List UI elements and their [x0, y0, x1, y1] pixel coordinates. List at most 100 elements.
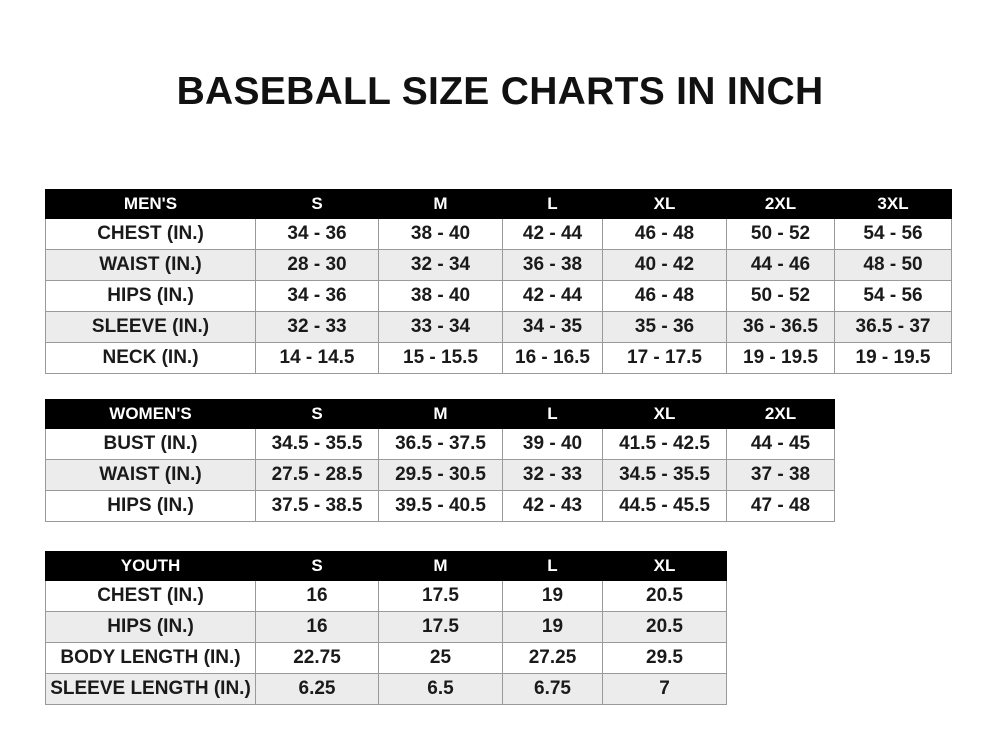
size-header: M — [378, 551, 503, 581]
size-value: 44.5 - 45.5 — [602, 490, 727, 522]
size-value: 34.5 - 35.5 — [602, 459, 727, 491]
size-value: 6.5 — [378, 673, 503, 705]
size-value: 34.5 - 35.5 — [255, 428, 379, 460]
size-header: 2XL — [726, 189, 835, 219]
size-value: 33 - 34 — [378, 311, 503, 343]
size-value: 46 - 48 — [602, 280, 727, 312]
size-value: 6.75 — [502, 673, 603, 705]
size-value: 15 - 15.5 — [378, 342, 503, 374]
size-value: 22.75 — [255, 642, 379, 674]
size-value: 25 — [378, 642, 503, 674]
size-header: S — [255, 551, 379, 581]
size-header: L — [502, 551, 603, 581]
size-value: 19 - 19.5 — [834, 342, 952, 374]
size-value: 36.5 - 37.5 — [378, 428, 503, 460]
size-value: 40 - 42 — [602, 249, 727, 281]
size-value: 42 - 44 — [502, 280, 603, 312]
measurement-label: WAIST (IN.) — [45, 249, 256, 281]
size-value: 20.5 — [602, 580, 727, 612]
size-value: 32 - 34 — [378, 249, 503, 281]
size-value: 44 - 46 — [726, 249, 835, 281]
size-header: L — [502, 189, 603, 219]
size-header: M — [378, 189, 503, 219]
category-header: YOUTH — [45, 551, 256, 581]
measurement-label: WAIST (IN.) — [45, 459, 256, 491]
size-value: 42 - 43 — [502, 490, 603, 522]
size-value: 39 - 40 — [502, 428, 603, 460]
size-value: 17.5 — [378, 611, 503, 643]
size-value: 36.5 - 37 — [834, 311, 952, 343]
size-value: 32 - 33 — [255, 311, 379, 343]
size-value: 19 — [502, 580, 603, 612]
size-header: M — [378, 399, 503, 429]
measurement-label: HIPS (IN.) — [45, 280, 256, 312]
table-row: NECK (IN.) 14 - 14.5 15 - 15.5 16 - 16.5 17 … — [45, 342, 952, 374]
header-row: WOMEN'S S M L XL 2XL — [45, 399, 835, 429]
size-value: 42 - 44 — [502, 218, 603, 250]
mens-size-table: MEN'S S M L XL 2XL 3XL CHEST (IN.) 34 - 36 38 - 4… — [45, 189, 952, 374]
size-value: 29.5 - 30.5 — [378, 459, 503, 491]
size-value: 36 - 36.5 — [726, 311, 835, 343]
size-header: XL — [602, 551, 727, 581]
measurement-label: NECK (IN.) — [45, 342, 256, 374]
size-value: 7 — [602, 673, 727, 705]
table-row: SLEEVE LENGTH (IN.) 6.25 6.5 6.75 7 — [45, 673, 727, 705]
size-value: 35 - 36 — [602, 311, 727, 343]
table-row: WAIST (IN.) 28 - 30 32 - 34 36 - 38 40 - 42 4… — [45, 249, 952, 281]
table-row: CHEST (IN.) 16 17.5 19 20.5 — [45, 580, 727, 612]
size-value: 27.5 - 28.5 — [255, 459, 379, 491]
womens-size-table: WOMEN'S S M L XL 2XL BUST (IN.) 34.5 - 35.5 36.5… — [45, 399, 835, 522]
table-row: WAIST (IN.) 27.5 - 28.5 29.5 - 30.5 32 - 33… — [45, 459, 835, 491]
youth-size-table: YOUTH S M L XL CHEST (IN.) 16 17.5 19 20.5 HIPS (I… — [45, 551, 727, 705]
measurement-label: CHEST (IN.) — [45, 218, 256, 250]
size-value: 50 - 52 — [726, 218, 835, 250]
measurement-label: HIPS (IN.) — [45, 490, 256, 522]
size-value: 17 - 17.5 — [602, 342, 727, 374]
size-value: 19 - 19.5 — [726, 342, 835, 374]
table-row: SLEEVE (IN.) 32 - 33 33 - 34 34 - 35 35 - 36… — [45, 311, 952, 343]
size-value: 47 - 48 — [726, 490, 835, 522]
measurement-label: BODY LENGTH (IN.) — [45, 642, 256, 674]
category-header: WOMEN'S — [45, 399, 256, 429]
category-header: MEN'S — [45, 189, 256, 219]
size-value: 28 - 30 — [255, 249, 379, 281]
size-value: 27.25 — [502, 642, 603, 674]
size-value: 37.5 - 38.5 — [255, 490, 379, 522]
table-row: HIPS (IN.) 16 17.5 19 20.5 — [45, 611, 727, 643]
measurement-label: BUST (IN.) — [45, 428, 256, 460]
page-title: BASEBALL SIZE CHARTS IN INCH — [176, 70, 824, 113]
measurement-label: HIPS (IN.) — [45, 611, 256, 643]
size-value: 38 - 40 — [378, 280, 503, 312]
size-value: 34 - 36 — [255, 218, 379, 250]
table-row: BODY LENGTH (IN.) 22.75 25 27.25 29.5 — [45, 642, 727, 674]
header-row: MEN'S S M L XL 2XL 3XL — [45, 189, 952, 219]
size-value: 37 - 38 — [726, 459, 835, 491]
size-value: 44 - 45 — [726, 428, 835, 460]
size-value: 38 - 40 — [378, 218, 503, 250]
size-header: S — [255, 189, 379, 219]
size-value: 32 - 33 — [502, 459, 603, 491]
size-header: 3XL — [834, 189, 952, 219]
size-header: L — [502, 399, 603, 429]
size-value: 16 — [255, 580, 379, 612]
size-value: 36 - 38 — [502, 249, 603, 281]
size-value: 34 - 35 — [502, 311, 603, 343]
measurement-label: CHEST (IN.) — [45, 580, 256, 612]
table-row: BUST (IN.) 34.5 - 35.5 36.5 - 37.5 39 - 40 4… — [45, 428, 835, 460]
size-value: 20.5 — [602, 611, 727, 643]
size-header: XL — [602, 189, 727, 219]
size-header: S — [255, 399, 379, 429]
measurement-label: SLEEVE LENGTH (IN.) — [45, 673, 256, 705]
size-value: 46 - 48 — [602, 218, 727, 250]
size-value: 17.5 — [378, 580, 503, 612]
size-value: 29.5 — [602, 642, 727, 674]
table-row: HIPS (IN.) 37.5 - 38.5 39.5 - 40.5 42 - 43 4… — [45, 490, 835, 522]
size-value: 50 - 52 — [726, 280, 835, 312]
size-value: 34 - 36 — [255, 280, 379, 312]
header-row: YOUTH S M L XL — [45, 551, 727, 581]
size-header: XL — [602, 399, 727, 429]
table-row: CHEST (IN.) 34 - 36 38 - 40 42 - 44 46 - 48 5… — [45, 218, 952, 250]
table-row: HIPS (IN.) 34 - 36 38 - 40 42 - 44 46 - 48 50… — [45, 280, 952, 312]
size-value: 54 - 56 — [834, 280, 952, 312]
size-value: 54 - 56 — [834, 218, 952, 250]
